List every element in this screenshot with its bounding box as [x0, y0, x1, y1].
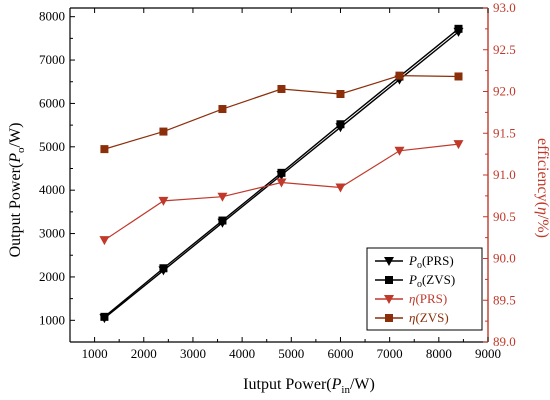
- x-axis-title-italic: P: [331, 376, 342, 393]
- x-axis-title-tail: /W): [350, 376, 375, 393]
- x-axis-title-main: Iutput Power(: [243, 376, 331, 393]
- legend: Po(PRS)Po(ZVS)η(PRS)η(ZVS): [366, 247, 483, 331]
- y-left-tick-label: 2000: [39, 269, 65, 284]
- y-left-tick-label: 7000: [39, 52, 65, 67]
- data-point--prs-: [99, 236, 110, 246]
- data-point--prs-: [276, 178, 287, 188]
- data-point-po-zvs-: [100, 312, 109, 321]
- legend-label-symbol: η: [409, 291, 415, 306]
- y-right-tick-label: 89.5: [493, 292, 516, 307]
- x-tick-label: 3000: [180, 346, 206, 361]
- y-left-tick-label: 1000: [39, 312, 65, 327]
- data-point-po-zvs-: [277, 168, 286, 177]
- legend-label-tail: (ZVS): [415, 310, 448, 325]
- data-point--zvs-: [336, 90, 345, 99]
- x-axis-title: Iutput Power(Pin/W): [243, 376, 375, 396]
- legend-label-symbol: η: [409, 310, 415, 325]
- data-point--zvs-: [218, 105, 227, 114]
- series-line--prs-: [104, 143, 459, 241]
- series-layer: [99, 24, 464, 324]
- legend-marker: [385, 314, 393, 322]
- legend-marker: [384, 257, 394, 266]
- x-tick-label: 2000: [131, 346, 157, 361]
- y-left-tick-label: 4000: [39, 182, 65, 197]
- data-point-po-zvs-: [336, 120, 345, 129]
- y-right-tick-label: 90.5: [493, 209, 516, 224]
- y-left-tick-label: 3000: [39, 226, 65, 241]
- y-right-tick-label: 92.0: [493, 84, 516, 99]
- x-tick-label: 9000: [475, 346, 501, 361]
- x-tick-label: 1000: [82, 346, 108, 361]
- y-axis-left-title-italic: P: [7, 153, 24, 164]
- data-point--prs-: [217, 192, 228, 202]
- data-point--zvs-: [159, 127, 168, 136]
- data-point-po-zvs-: [454, 24, 463, 33]
- legend-label-symbol: P: [408, 253, 417, 268]
- legend-marker: [385, 276, 393, 284]
- y-right-tick-label: 91.5: [493, 125, 516, 140]
- y-right-tick-label: 92.5: [493, 42, 516, 57]
- legend-label-tail: (PRS): [415, 291, 447, 306]
- legend-label-sub: o: [417, 260, 422, 271]
- legend-label: Po(ZVS): [408, 272, 455, 290]
- x-tick-label: 8000: [426, 346, 452, 361]
- x-tick-label: 6000: [327, 346, 353, 361]
- y-axis-left-title-tail: /W): [7, 123, 24, 148]
- data-point--zvs-: [395, 71, 404, 80]
- y-axis-left-title-sub: o: [15, 147, 27, 153]
- data-point--prs-: [394, 146, 405, 156]
- y-axis-right-title-main: efficiency(: [534, 138, 550, 207]
- y-right-tick-label: 89.0: [493, 334, 516, 349]
- legend-label: Po(PRS): [408, 253, 454, 271]
- y-left-tick-label: 6000: [39, 95, 65, 110]
- y-axis-right-title-tail: /%): [534, 215, 550, 238]
- y-axis-right-title-italic: η: [534, 207, 550, 215]
- legend-label-sub: o: [417, 279, 422, 290]
- y-right-tick-label: 91.0: [493, 167, 516, 182]
- data-point-po-zvs-: [218, 216, 227, 225]
- legend-label-symbol: P: [408, 272, 417, 287]
- data-point--prs-: [453, 140, 464, 150]
- y-axis-left-title: Output Power(Po/W): [7, 123, 27, 258]
- data-point--zvs-: [277, 84, 286, 93]
- legend-label: η(PRS): [409, 291, 447, 306]
- y-right-tick-label: 90.0: [493, 251, 516, 266]
- data-point-po-zvs-: [159, 264, 168, 273]
- x-axis-title-sub: in: [341, 384, 350, 396]
- x-tick-label: 5000: [278, 346, 304, 361]
- y-left-tick-label: 5000: [39, 139, 65, 154]
- y-axis-right-title: efficiency(η/%): [534, 138, 550, 238]
- legend-marker: [384, 295, 394, 304]
- y-left-tick-label: 8000: [39, 9, 65, 24]
- legend-label: η(ZVS): [409, 310, 449, 325]
- data-point--zvs-: [454, 72, 463, 81]
- legend-label-tail: (ZVS): [422, 272, 455, 287]
- y-axis-left-title-main: Output Power(: [7, 163, 24, 258]
- y-right-tick-label: 93.0: [493, 0, 516, 15]
- legend-label-tail: (PRS): [422, 253, 454, 268]
- data-point--zvs-: [100, 145, 109, 154]
- tick-layer: 1000 2000 3000 4000 5000 6000 7000 8000 9000 1000…: [39, 0, 516, 361]
- x-tick-label: 4000: [229, 346, 255, 361]
- data-point--prs-: [335, 183, 346, 193]
- data-point--prs-: [158, 196, 169, 206]
- x-tick-label: 7000: [377, 346, 403, 361]
